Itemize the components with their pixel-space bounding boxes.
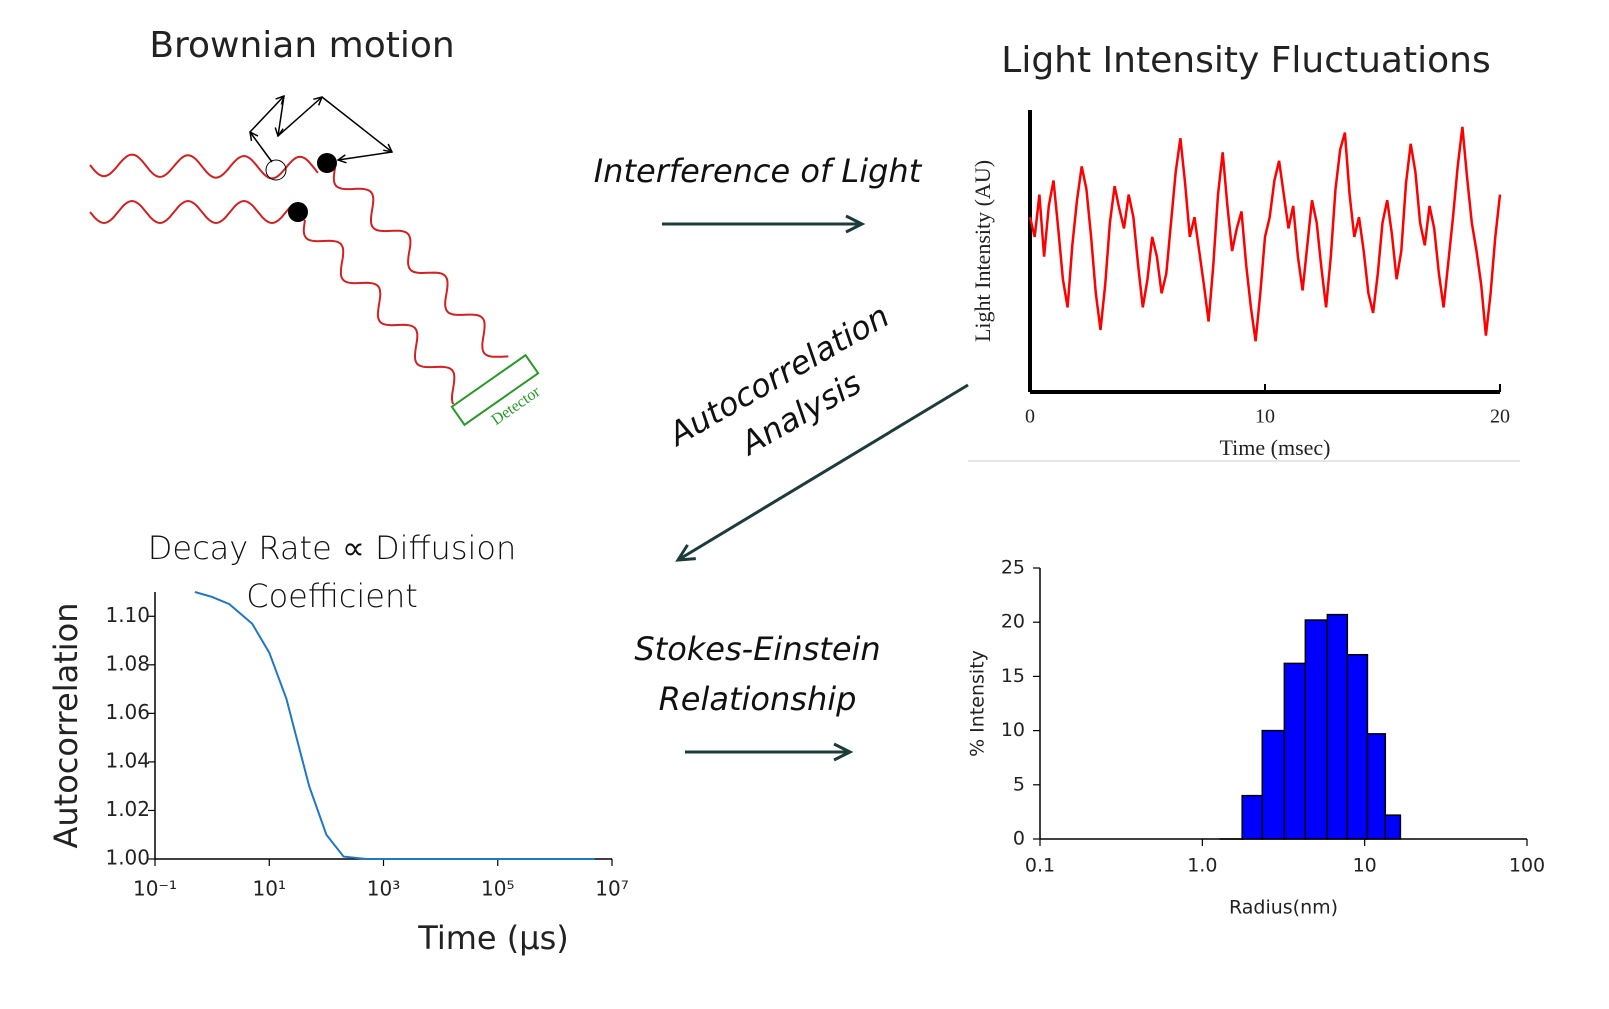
x-tick-label: 1.0 xyxy=(1187,855,1217,877)
chart-title: Light Intensity Fluctuations xyxy=(1001,40,1490,81)
y-tick-label: 10 xyxy=(1001,719,1025,741)
light-wave xyxy=(302,219,456,405)
x-tick-label: 10 xyxy=(1353,855,1377,877)
x-tick-label: 10¹ xyxy=(253,877,286,901)
bar xyxy=(1346,653,1369,840)
x-axis-label: Time (msec) xyxy=(1219,435,1330,460)
y-tick-label: 1.02 xyxy=(105,797,150,821)
y-axis-label: Autocorrelation xyxy=(47,603,85,849)
x-tick-label: 10⁷ xyxy=(595,877,628,901)
y-tick-label: 20 xyxy=(1001,611,1025,633)
x-axis-label: Radius(nm) xyxy=(1229,897,1338,919)
y-tick-label: 25 xyxy=(1001,557,1025,579)
y-tick-label: 1.10 xyxy=(105,603,150,627)
chart-title: Decay Rate ∝ Diffusion Coefficient xyxy=(147,529,517,615)
x-tick-label: 10⁻¹ xyxy=(133,877,177,901)
x-axis-label: Time (µs) xyxy=(417,919,568,957)
light-wave xyxy=(89,199,291,225)
detector: Detector xyxy=(450,353,544,429)
light-waves xyxy=(89,153,509,405)
particle xyxy=(317,153,337,173)
bar xyxy=(1326,613,1349,840)
light-wave xyxy=(332,167,509,358)
x-tick-label: 0.1 xyxy=(1025,855,1055,877)
x-tick-label: 10³ xyxy=(367,877,400,901)
chart: 0 10 20 Time (msec) Light Intensity (AU) xyxy=(970,110,1510,460)
bar xyxy=(1283,662,1307,840)
x-tick-label: 10 xyxy=(1255,406,1275,428)
y-tick-label: 15 xyxy=(1001,665,1025,687)
y-tick-label: 1.04 xyxy=(105,748,150,772)
arrow-label: Interference of Light xyxy=(593,152,922,190)
y-tick-label: 1.08 xyxy=(105,651,150,675)
arrow-label: Stokes-Einstein Relationship xyxy=(634,630,881,718)
y-tick-label: 1.00 xyxy=(105,846,150,870)
x-tick-label: 10⁵ xyxy=(481,877,514,901)
y-tick-label: 1.06 xyxy=(105,700,150,724)
y-tick-label: 0 xyxy=(1013,828,1025,850)
bar xyxy=(1261,729,1286,840)
brownian-title: Brownian motion xyxy=(149,25,454,66)
bar xyxy=(1241,794,1264,840)
data-line xyxy=(1028,126,1502,342)
bar xyxy=(1366,733,1387,840)
y-axis-label: Light Intensity (AU) xyxy=(970,160,995,342)
data-line xyxy=(194,591,595,860)
y-tick-label: 5 xyxy=(1013,773,1025,795)
particle-old xyxy=(265,159,287,181)
light-wave xyxy=(89,153,319,180)
arrow xyxy=(675,383,969,562)
motion-arrows xyxy=(250,96,392,162)
bar xyxy=(1384,814,1402,840)
chart: 0.1 1.0 10 100 0 5 10 15 20 25 Radius(nm) % Intensi… xyxy=(967,557,1546,919)
x-tick-label: 0 xyxy=(1025,406,1035,428)
x-tick-label: 20 xyxy=(1490,406,1510,428)
detector-label: Detector xyxy=(489,383,544,429)
x-tick-label: 100 xyxy=(1509,855,1545,877)
y-axis-label: % Intensity xyxy=(967,650,989,757)
chart: 10⁻¹ 10¹ 10³ 10⁵ 10⁷ 1.00 1.02 1.04 1.06 1.08 1.10… xyxy=(47,591,629,957)
particle xyxy=(288,202,308,222)
bar xyxy=(1304,619,1329,840)
